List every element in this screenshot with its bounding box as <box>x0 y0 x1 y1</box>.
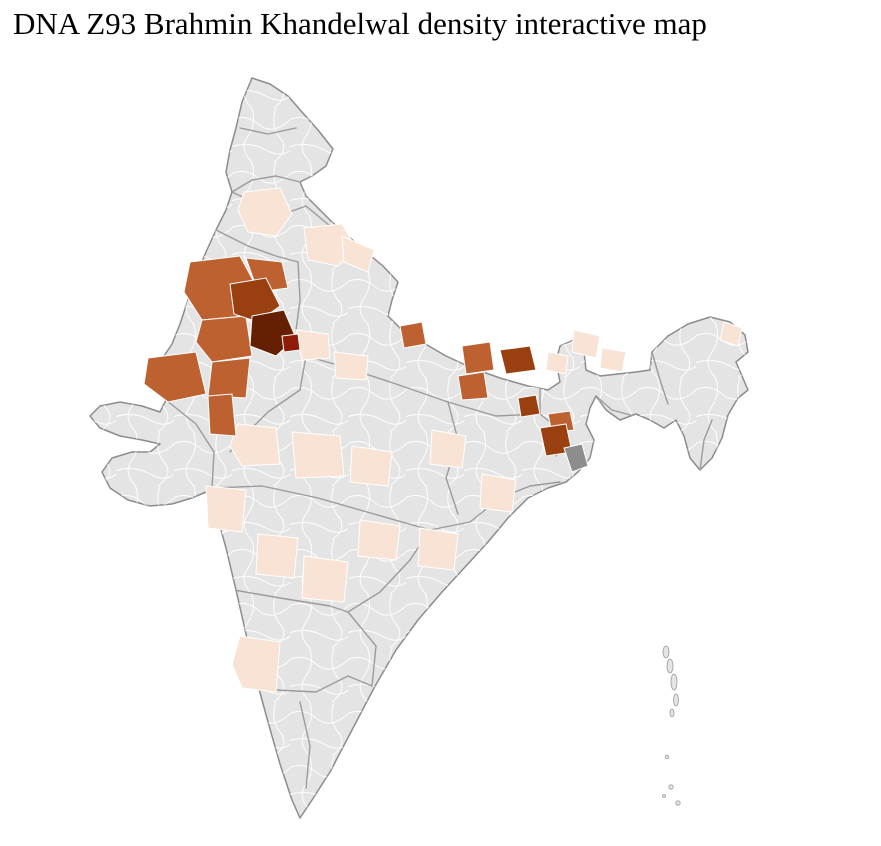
district-medium[interactable] <box>207 357 251 399</box>
island[interactable] <box>675 800 681 806</box>
island[interactable] <box>670 673 678 691</box>
district-low[interactable] <box>295 329 331 361</box>
district-low[interactable] <box>571 329 601 359</box>
island[interactable] <box>668 784 674 790</box>
district-low[interactable] <box>255 533 299 579</box>
district-low[interactable] <box>229 423 281 467</box>
district-medium[interactable] <box>207 393 237 437</box>
district-medium[interactable] <box>143 351 207 403</box>
district-low[interactable] <box>205 485 247 533</box>
district-medium[interactable] <box>399 321 427 349</box>
district-low[interactable] <box>341 235 375 273</box>
districts-high-density <box>229 277 573 457</box>
district-low[interactable] <box>291 431 345 479</box>
district-high[interactable] <box>499 345 537 375</box>
district-medium[interactable] <box>195 315 253 363</box>
district-low[interactable] <box>429 429 467 469</box>
districts-low-density <box>205 187 743 693</box>
island[interactable] <box>662 794 666 798</box>
district-low[interactable] <box>231 635 281 693</box>
island[interactable] <box>666 658 674 674</box>
district-medium[interactable] <box>461 341 495 375</box>
district-low[interactable] <box>479 473 517 513</box>
district-low[interactable] <box>357 519 401 561</box>
district-low[interactable] <box>599 347 627 373</box>
district-low[interactable] <box>333 351 369 381</box>
district-boundaries-texture <box>90 78 748 818</box>
andaman-islands[interactable] <box>662 645 681 806</box>
district-low[interactable] <box>719 321 743 347</box>
district-high[interactable] <box>517 394 541 418</box>
district-urban-gray[interactable] <box>563 443 589 473</box>
district-low[interactable] <box>417 527 459 571</box>
island[interactable] <box>664 754 670 760</box>
district-medium[interactable] <box>457 371 489 401</box>
page-title: DNA Z93 Brahmin Khandelwal density inter… <box>13 6 707 41</box>
district-low[interactable] <box>237 187 293 237</box>
island[interactable] <box>669 708 675 718</box>
district-deep-red[interactable] <box>281 333 301 353</box>
island[interactable] <box>662 645 670 659</box>
district-low[interactable] <box>301 555 349 603</box>
island[interactable] <box>673 693 679 707</box>
district-low[interactable] <box>545 351 569 375</box>
districts-very-high-density <box>249 309 301 357</box>
state-borders <box>165 127 713 789</box>
district-low[interactable] <box>349 445 393 487</box>
